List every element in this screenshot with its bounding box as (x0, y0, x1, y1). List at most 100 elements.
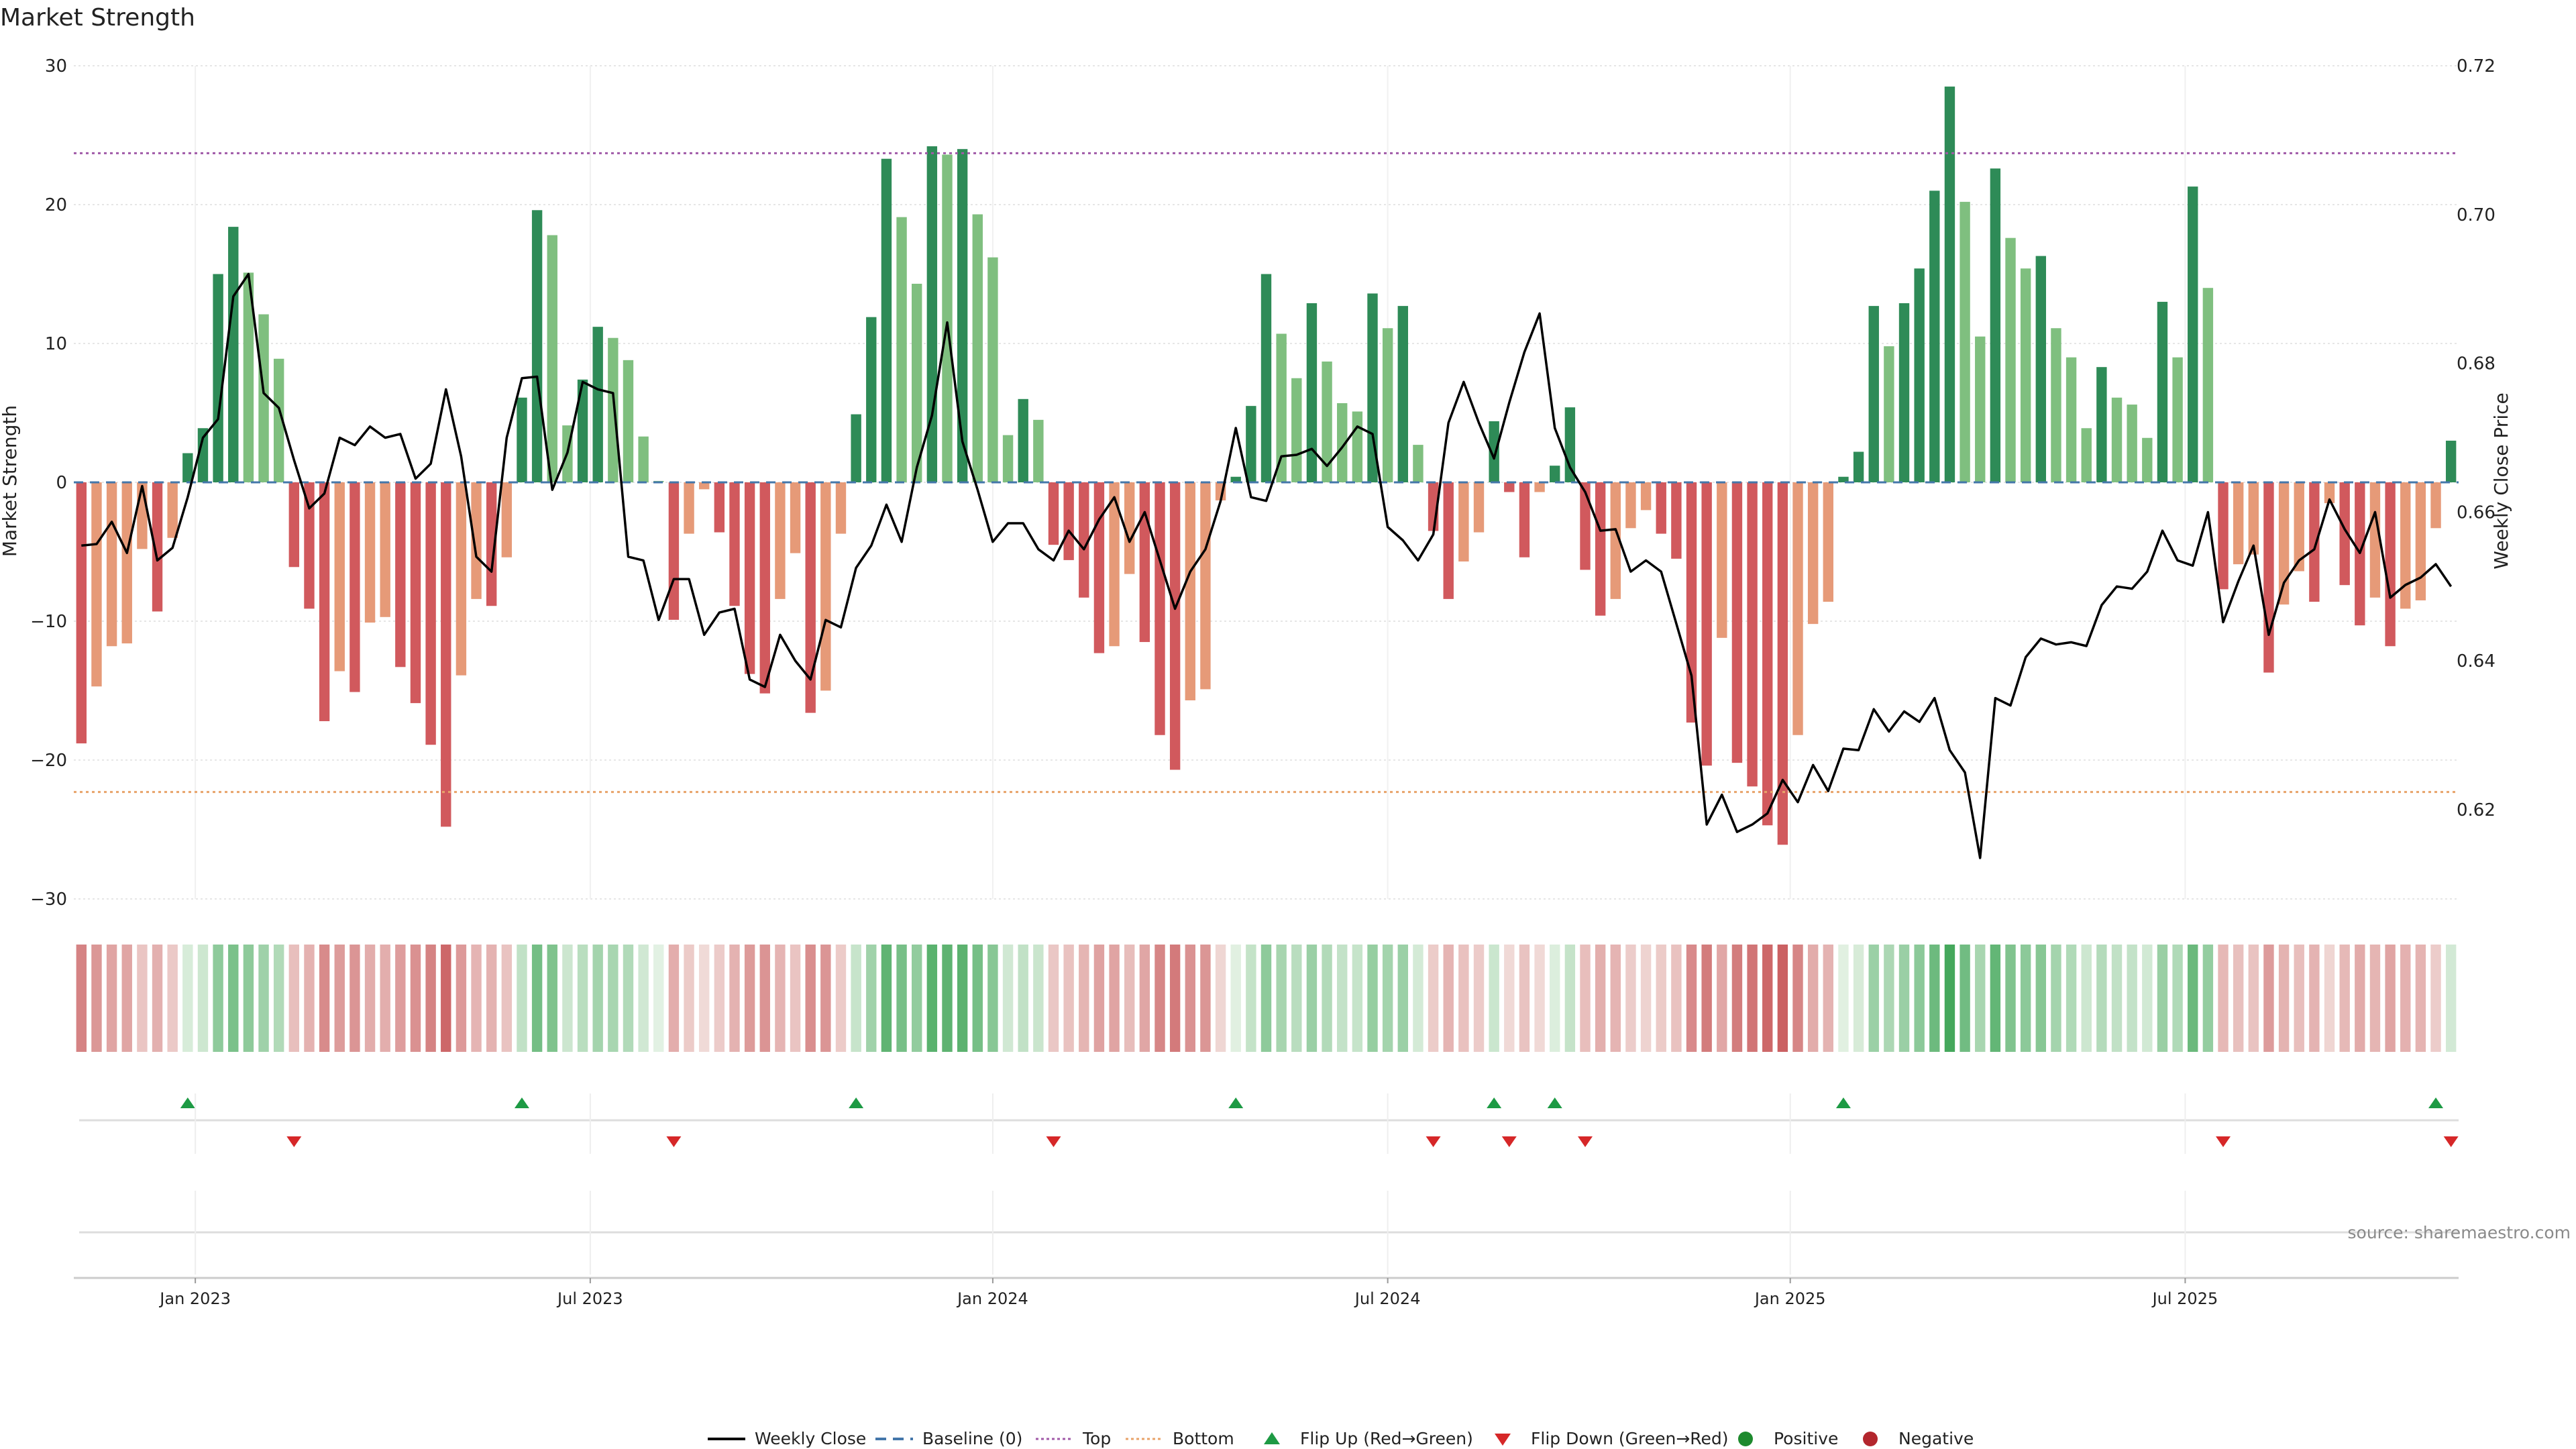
strength-bar (1443, 482, 1454, 599)
heat-cell (1975, 945, 1986, 1052)
legend-swatch-flip-down (1495, 1434, 1511, 1446)
heat-cell (1944, 945, 1955, 1052)
strength-bar (1686, 482, 1697, 723)
strength-bar (182, 453, 193, 482)
heat-cell (1124, 945, 1135, 1052)
heat-cell (1215, 945, 1226, 1052)
heat-cell (2294, 945, 2304, 1052)
heat-cell (1929, 945, 1940, 1052)
strength-bar (2248, 482, 2259, 555)
strength-bar (531, 210, 543, 482)
strength-bar (1960, 201, 1970, 482)
strength-bar (1367, 293, 1378, 482)
strength-bar (1093, 482, 1105, 653)
heat-cell (1382, 945, 1393, 1052)
heat-cell (364, 945, 376, 1052)
heat-cell (455, 945, 467, 1052)
heat-cell (1960, 945, 1970, 1052)
y-tick-label-right: 0.66 (2457, 502, 2496, 523)
strength-bar (121, 482, 132, 644)
strength-bar (1717, 482, 1727, 638)
heat-cell (2233, 945, 2244, 1052)
flip-up-marker (849, 1097, 864, 1108)
strength-bar (987, 257, 998, 482)
legend-label: Bottom (1173, 1429, 1234, 1448)
strength-bar (1322, 361, 1332, 482)
strength-bar (2400, 482, 2411, 609)
legend-label: Flip Down (Green→Red) (1531, 1429, 1729, 1448)
heat-cell (1898, 945, 1910, 1052)
heat-cell (1473, 945, 1485, 1052)
x-tick-label: Jan 2025 (1754, 1289, 1826, 1308)
x-tick-label: Jan 2023 (158, 1289, 231, 1308)
heat-cell (1564, 945, 1576, 1052)
heat-cell (517, 945, 527, 1052)
strength-bar (866, 317, 877, 482)
flip-down-marker (1046, 1136, 1061, 1147)
strength-bar (881, 158, 892, 482)
strength-bar (1610, 482, 1621, 599)
strength-bar (1260, 274, 1272, 482)
heat-cell (1504, 945, 1515, 1052)
heat-cell (471, 945, 482, 1052)
strength-bar (1337, 403, 1348, 482)
strength-bar (2385, 482, 2396, 647)
strength-bar (1139, 482, 1150, 643)
heat-cell (926, 945, 938, 1052)
strength-bar (1246, 406, 1256, 482)
y-tick-label-right: 0.64 (2457, 651, 2496, 672)
heat-cell (1747, 945, 1758, 1052)
x-axis: Jan 2023 Jul 2023 Jan 2024 Jul 2024 Jan 2025… (74, 1277, 2459, 1308)
heat-cell (638, 945, 649, 1052)
strength-bar (2324, 482, 2335, 504)
strength-bar (2369, 482, 2381, 598)
heat-cell (972, 945, 983, 1052)
heat-cell (2096, 945, 2107, 1052)
flip-up-marker (1835, 1097, 1851, 1108)
strength-bar (1124, 482, 1135, 574)
strength-bar (2065, 357, 2077, 482)
heat-cell (1640, 945, 1652, 1052)
heat-cell (547, 945, 557, 1052)
heat-cell (1352, 945, 1363, 1052)
strength-bar (1792, 482, 1803, 735)
heat-cell (942, 945, 953, 1052)
heat-cell (2339, 945, 2350, 1052)
strength-bar (471, 482, 482, 599)
y-tick-label-right: 0.70 (2457, 205, 2496, 225)
heat-cell (1792, 945, 1803, 1052)
flip-down-marker (2443, 1136, 2459, 1147)
legend-label: Weekly Close (755, 1429, 866, 1448)
heat-strip (76, 945, 2457, 1052)
strength-bar (744, 482, 755, 674)
strength-bar (698, 482, 710, 490)
heat-cell (1731, 945, 1743, 1052)
y-tick-label-right: 0.68 (2457, 354, 2496, 374)
legend-label: Negative (1898, 1429, 1974, 1448)
strength-bar (1002, 435, 1014, 482)
strength-bar (1063, 482, 1074, 560)
heat-cell (2248, 945, 2259, 1052)
strength-bar (425, 482, 436, 745)
heat-cell (881, 945, 892, 1052)
heat-cell (820, 945, 831, 1052)
heat-cell (350, 945, 360, 1052)
x-tick-label: Jul 2024 (1354, 1289, 1421, 1308)
heat-cell (486, 945, 497, 1052)
strength-bar (1884, 346, 1894, 482)
legend-swatch-flip-up (1264, 1432, 1280, 1444)
strength-bar (729, 482, 740, 606)
heat-cell (1291, 945, 1302, 1052)
strength-bar (2445, 440, 2457, 482)
heat-cell (562, 945, 573, 1052)
heat-cell (1550, 945, 1560, 1052)
strength-bar (2081, 428, 2092, 482)
heat-cell (2051, 945, 2061, 1052)
strength-bar (912, 283, 922, 482)
heat-cell (1656, 945, 1666, 1052)
y-axis-label-right: Weekly Close Price (2490, 392, 2512, 569)
heat-cell (1337, 945, 1348, 1052)
legend-label: Baseline (0) (922, 1429, 1022, 1448)
heat-cell (2324, 945, 2335, 1052)
strength-bar (2294, 482, 2304, 572)
